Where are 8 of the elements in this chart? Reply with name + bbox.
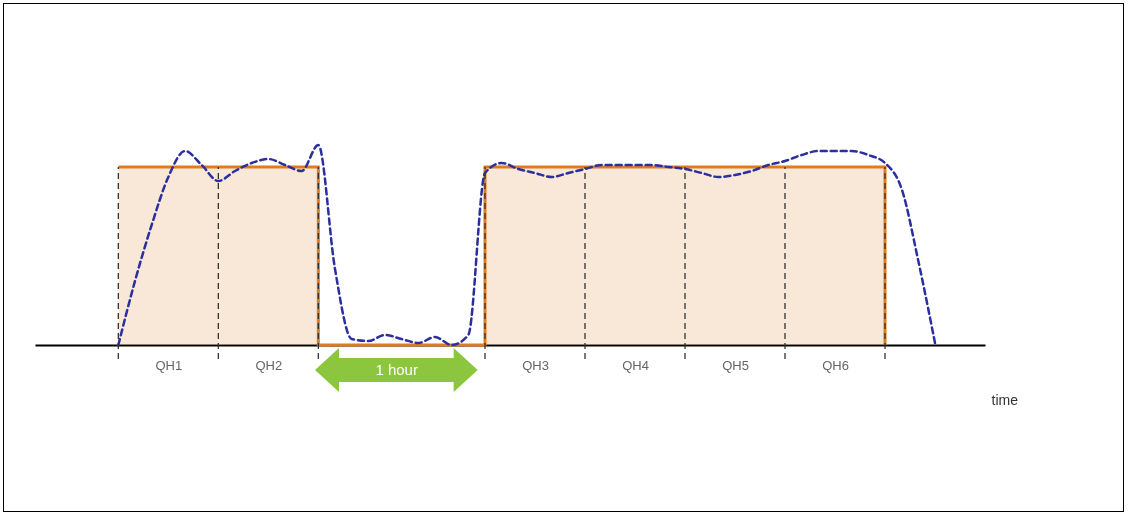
x-tick-label: QH6 <box>822 357 849 373</box>
x-tick-label: QH5 <box>722 357 749 373</box>
double-arrow-icon: 1 hour <box>315 348 478 392</box>
x-axis-title: time <box>991 391 1019 408</box>
x-tick-label: QH1 <box>155 357 183 373</box>
x-tick-label: QH2 <box>255 357 283 373</box>
x-tick-label: QH4 <box>622 357 649 373</box>
x-tick-label: QH3 <box>522 357 549 373</box>
